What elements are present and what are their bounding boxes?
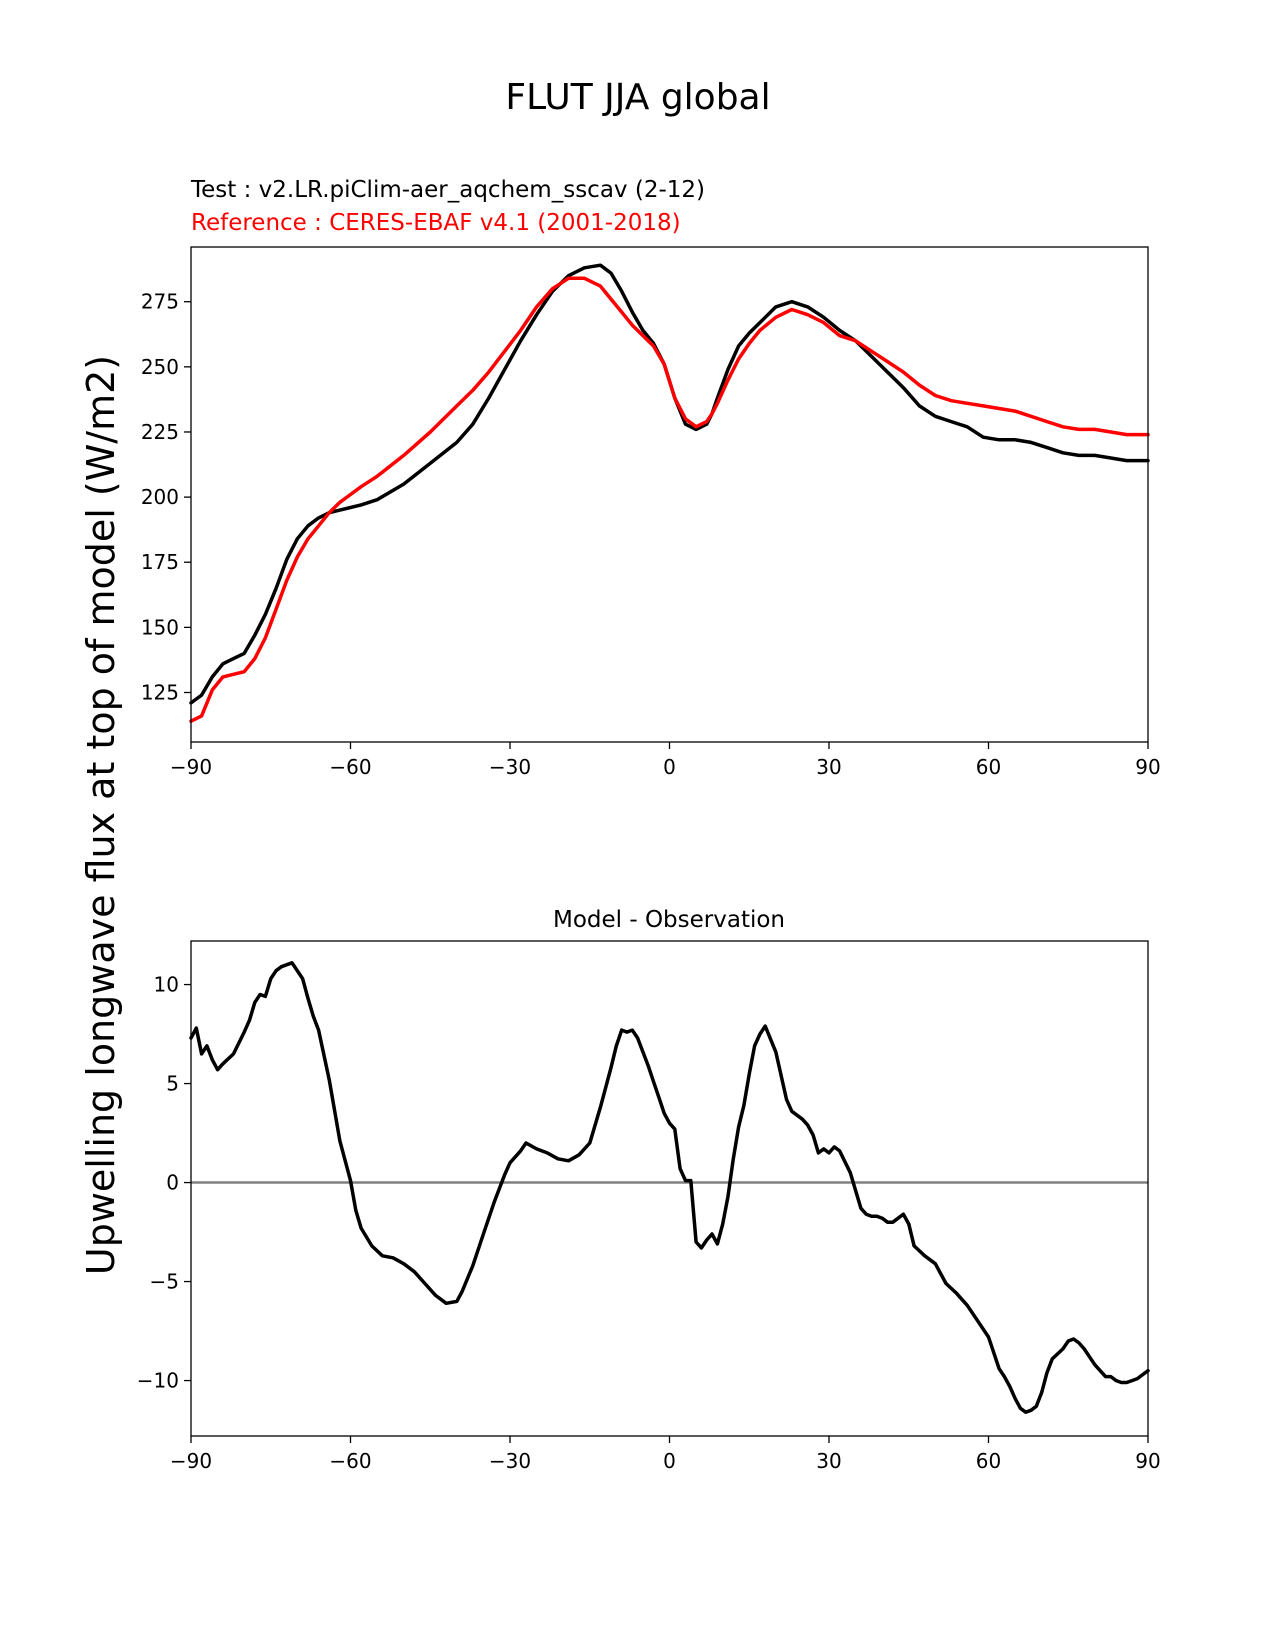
top-x-tick-label: 0	[663, 755, 676, 779]
top-x-tick-label: −30	[489, 755, 531, 779]
diff-x-tick-label: −90	[170, 1449, 212, 1473]
y-axis-label: Upwelling longwave flux at top of model …	[79, 355, 123, 1275]
diff-x-tick-label: −30	[489, 1449, 531, 1473]
figure-title: FLUT JJA global	[505, 77, 770, 118]
top-x-tick-label: 90	[1135, 755, 1160, 779]
top-x-tick-label: 30	[816, 755, 841, 779]
top-y-tick-label: 125	[141, 681, 179, 705]
diff-panel-title: Model - Observation	[553, 907, 785, 933]
top-y-tick-label: 225	[141, 420, 179, 444]
top-y-tick-label: 200	[141, 485, 179, 509]
top-y-tick-label: 175	[141, 550, 179, 574]
diff-y-tick-label: −10	[137, 1369, 179, 1393]
top-panel: −90 −60 −30 0 30 60 90 125 150 175 200 225 250 275	[141, 246, 1161, 779]
diff-axes-frame	[190, 940, 1149, 1437]
diff-y-tick-label: 5	[166, 1072, 179, 1096]
top-y-tick-label: 275	[141, 290, 179, 314]
top-x-tick-label: −90	[170, 755, 212, 779]
bottom-panel: −90 −60 −30 0 30 60 90 −10 −5 0 5 10	[137, 940, 1161, 1473]
diff-x-tick-label: 30	[816, 1449, 841, 1473]
diff-x-tick-label: 60	[976, 1449, 1001, 1473]
top-axes-frame	[190, 246, 1149, 743]
test-label: Test : v2.LR.piClim-aer_aqchem_sscav (2-…	[190, 177, 705, 203]
top-x-tick-label: 60	[976, 755, 1001, 779]
diff-series-model-observation	[189, 961, 1150, 1414]
diff-y-tick-label: 10	[154, 973, 179, 997]
top-y-tick-label: 150	[141, 615, 179, 639]
diff-y-tick-label: −5	[150, 1270, 179, 1294]
diff-y-tick-label: 0	[166, 1171, 179, 1195]
top-series-test	[189, 263, 1150, 705]
diff-x-tick-label: 90	[1135, 1449, 1160, 1473]
diff-x-tick-label: 0	[663, 1449, 676, 1473]
top-y-tick-label: 250	[141, 355, 179, 379]
top-series-reference	[189, 276, 1150, 723]
top-x-tick-label: −60	[329, 755, 371, 779]
diff-x-tick-label: −60	[329, 1449, 371, 1473]
reference-label: Reference : CERES-EBAF v4.1 (2001-2018)	[191, 210, 681, 236]
